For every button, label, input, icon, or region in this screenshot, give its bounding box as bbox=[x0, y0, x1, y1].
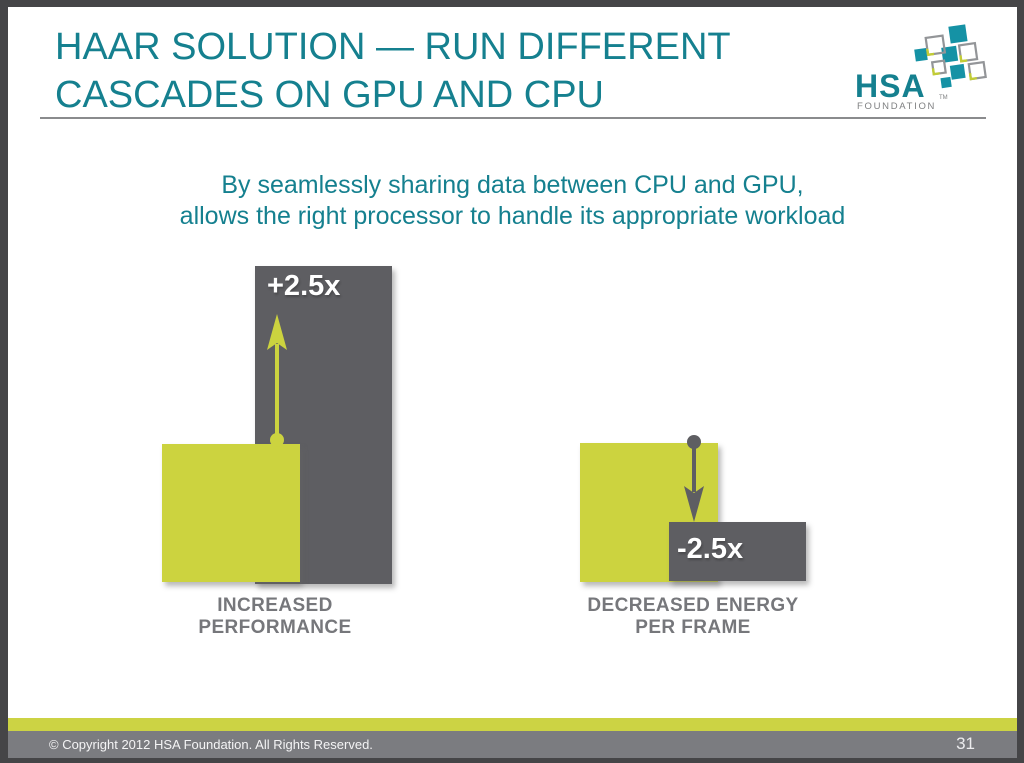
down-arrow-icon bbox=[684, 435, 704, 522]
subtitle-line2: allows the right processor to handle its… bbox=[179, 202, 846, 230]
performance-caption-line1: INCREASED bbox=[217, 595, 333, 616]
page-title: HAAR SOLUTION — RUN DIFFERENT CASCADES O… bbox=[55, 23, 731, 119]
energy-caption-line1: DECREASED ENERGY bbox=[587, 595, 799, 616]
footer-bar bbox=[8, 731, 1017, 758]
performance-caption: INCREASED PERFORMANCE bbox=[125, 595, 425, 639]
energy-caption-line2: PER FRAME bbox=[635, 617, 751, 638]
page-title-line2: CASCADES ON GPU AND CPU bbox=[55, 74, 604, 116]
slide-subtitle: By seamlessly sharing data between CPU a… bbox=[8, 170, 1017, 232]
logo-wordmark: HSA bbox=[855, 68, 926, 104]
logo-trademark: TM bbox=[939, 95, 948, 101]
hsa-logo-graphic: HSA TM FOUNDATION bbox=[855, 24, 987, 112]
subtitle-line1: By seamlessly sharing data between CPU a… bbox=[221, 171, 804, 199]
performance-yellow-bar bbox=[162, 444, 300, 582]
footer-accent-strip bbox=[8, 718, 1017, 731]
hsa-foundation-logo: HSA TM FOUNDATION bbox=[853, 19, 998, 117]
title-divider bbox=[40, 117, 986, 119]
slide-canvas: HAAR SOLUTION — RUN DIFFERENT CASCADES O… bbox=[8, 7, 1017, 758]
performance-annotation: +2.5x bbox=[267, 270, 341, 302]
logo-squares-icon bbox=[914, 24, 987, 89]
performance-caption-line2: PERFORMANCE bbox=[198, 617, 352, 638]
page-title-line1: HAAR SOLUTION — RUN DIFFERENT bbox=[55, 26, 731, 68]
up-arrow-icon bbox=[267, 314, 287, 447]
copyright-text: © Copyright 2012 HSA Foundation. All Rig… bbox=[49, 737, 373, 752]
logo-subtext: FOUNDATION bbox=[857, 101, 936, 112]
energy-gray-bar bbox=[669, 522, 806, 581]
energy-annotation: -2.5x bbox=[677, 533, 744, 565]
energy-caption: DECREASED ENERGY PER FRAME bbox=[543, 595, 843, 639]
page-number: 31 bbox=[956, 734, 975, 753]
